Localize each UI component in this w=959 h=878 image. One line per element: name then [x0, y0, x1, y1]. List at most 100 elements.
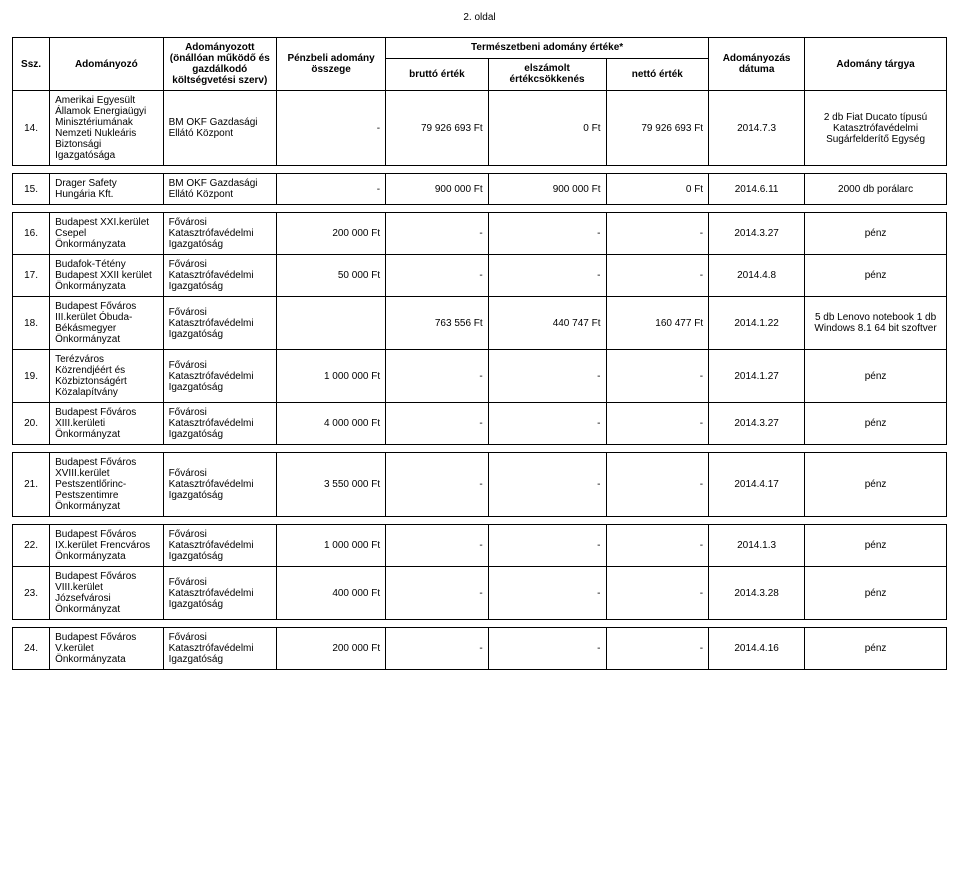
- cell-adomanyozott: Fővárosi Katasztrófavédelmi Igazgatóság: [163, 350, 276, 403]
- cell-adomanyozo: Budapest Főváros XVIII.kerület Pestszent…: [50, 453, 163, 517]
- cell-penz: [277, 297, 386, 350]
- cell-adomanyozo: Amerikai Egyesült Államok Energiaügyi Mi…: [50, 91, 163, 166]
- cell-penz: -: [277, 174, 386, 205]
- cell-adomanyozo: Budapest Főváros V.kerület Önkormányzata: [50, 628, 163, 670]
- cell-elszamolt: -: [488, 525, 606, 567]
- cell-elszamolt: -: [488, 628, 606, 670]
- cell-adomanyozo: Budapest Főváros XIII.kerületi Önkormány…: [50, 403, 163, 445]
- cell-brutto: -: [386, 213, 489, 255]
- cell-datum: 2014.4.16: [709, 628, 805, 670]
- cell-targy: pénz: [805, 350, 947, 403]
- cell-penz: 50 000 Ft: [277, 255, 386, 297]
- cell-targy: pénz: [805, 403, 947, 445]
- cell-ssz: 24.: [13, 628, 50, 670]
- cell-elszamolt: -: [488, 255, 606, 297]
- cell-datum: 2014.3.27: [709, 403, 805, 445]
- cell-datum: 2014.6.11: [709, 174, 805, 205]
- table-row: 24.Budapest Főváros V.kerület Önkormányz…: [13, 628, 947, 670]
- cell-penz: 200 000 Ft: [277, 628, 386, 670]
- cell-ssz: 17.: [13, 255, 50, 297]
- cell-adomanyozo: Budapest Főváros IX.kerület Frencváros Ö…: [50, 525, 163, 567]
- cell-adomanyozott: Fővárosi Katasztrófavédelmi Igazgatóság: [163, 628, 276, 670]
- cell-datum: 2014.7.3: [709, 91, 805, 166]
- cell-ssz: 20.: [13, 403, 50, 445]
- cell-elszamolt: 440 747 Ft: [488, 297, 606, 350]
- cell-datum: 2014.1.3: [709, 525, 805, 567]
- cell-netto: -: [606, 255, 709, 297]
- cell-netto: -: [606, 567, 709, 620]
- cell-elszamolt: 900 000 Ft: [488, 174, 606, 205]
- cell-elszamolt: -: [488, 403, 606, 445]
- cell-targy: pénz: [805, 628, 947, 670]
- col-adomanyozo: Adományozó: [50, 38, 163, 91]
- donations-table: Ssz. Adományozó Adományozott (önállóan m…: [12, 37, 947, 670]
- cell-netto: -: [606, 628, 709, 670]
- cell-ssz: 14.: [13, 91, 50, 166]
- col-brutto: bruttó érték: [386, 58, 489, 90]
- cell-targy: 5 db Lenovo notebook 1 db Windows 8.1 64…: [805, 297, 947, 350]
- cell-ssz: 23.: [13, 567, 50, 620]
- col-elszamolt: elszámolt értékcsökkenés: [488, 58, 606, 90]
- cell-brutto: -: [386, 255, 489, 297]
- col-datum: Adományozás dátuma: [709, 38, 805, 91]
- cell-adomanyozo: Budapest XXI.kerület Csepel Önkormányzat…: [50, 213, 163, 255]
- cell-elszamolt: -: [488, 213, 606, 255]
- cell-adomanyozott: Fővárosi Katasztrófavédelmi Igazgatóság: [163, 567, 276, 620]
- table-row: 15.Drager Safety Hungária Kft.BM OKF Gaz…: [13, 174, 947, 205]
- cell-penz: 200 000 Ft: [277, 213, 386, 255]
- cell-brutto: -: [386, 453, 489, 517]
- cell-penz: 400 000 Ft: [277, 567, 386, 620]
- table-head: Ssz. Adományozó Adományozott (önállóan m…: [13, 38, 947, 91]
- cell-adomanyozott: Fővárosi Katasztrófavédelmi Igazgatóság: [163, 255, 276, 297]
- cell-penz: 1 000 000 Ft: [277, 350, 386, 403]
- cell-netto: 0 Ft: [606, 174, 709, 205]
- cell-netto: -: [606, 525, 709, 567]
- cell-targy: pénz: [805, 255, 947, 297]
- table-row: 18.Budapest Főváros III.kerület Óbuda-Bé…: [13, 297, 947, 350]
- cell-elszamolt: -: [488, 567, 606, 620]
- separator-row: [13, 620, 947, 628]
- cell-brutto: 79 926 693 Ft: [386, 91, 489, 166]
- table-row: 17.Budafok-Tétény Budapest XXII kerület …: [13, 255, 947, 297]
- cell-penz: 4 000 000 Ft: [277, 403, 386, 445]
- cell-ssz: 21.: [13, 453, 50, 517]
- cell-brutto: -: [386, 567, 489, 620]
- separator-row: [13, 445, 947, 453]
- cell-elszamolt: -: [488, 453, 606, 517]
- cell-adomanyozott: Fővárosi Katasztrófavédelmi Igazgatóság: [163, 525, 276, 567]
- cell-netto: -: [606, 453, 709, 517]
- cell-adomanyozott: Fővárosi Katasztrófavédelmi Igazgatóság: [163, 453, 276, 517]
- cell-ssz: 22.: [13, 525, 50, 567]
- cell-brutto: -: [386, 525, 489, 567]
- table-body: 14.Amerikai Egyesült Államok Energiaügyi…: [13, 91, 947, 670]
- cell-brutto: 763 556 Ft: [386, 297, 489, 350]
- cell-penz: 1 000 000 Ft: [277, 525, 386, 567]
- cell-netto: 79 926 693 Ft: [606, 91, 709, 166]
- cell-adomanyozott: BM OKF Gazdasági Ellátó Központ: [163, 174, 276, 205]
- cell-penz: 3 550 000 Ft: [277, 453, 386, 517]
- col-ssz: Ssz.: [13, 38, 50, 91]
- cell-adomanyozott: BM OKF Gazdasági Ellátó Központ: [163, 91, 276, 166]
- cell-brutto: -: [386, 350, 489, 403]
- cell-ssz: 16.: [13, 213, 50, 255]
- table-row: 16.Budapest XXI.kerület Csepel Önkormány…: [13, 213, 947, 255]
- separator-row: [13, 205, 947, 213]
- separator-row: [13, 517, 947, 525]
- cell-elszamolt: -: [488, 350, 606, 403]
- cell-adomanyozo: Drager Safety Hungária Kft.: [50, 174, 163, 205]
- cell-targy: 2 db Fiat Ducato típusú Katasztrófavédel…: [805, 91, 947, 166]
- cell-adomanyozott: Fővárosi Katasztrófavédelmi Igazgatóság: [163, 213, 276, 255]
- cell-datum: 2014.4.17: [709, 453, 805, 517]
- cell-adomanyozo: Budafok-Tétény Budapest XXII kerület Önk…: [50, 255, 163, 297]
- cell-ssz: 15.: [13, 174, 50, 205]
- cell-adomanyozo: Budapest Főváros VIII.kerület Józsefváro…: [50, 567, 163, 620]
- cell-brutto: 900 000 Ft: [386, 174, 489, 205]
- col-penzbeli: Pénzbeli adomány összege: [277, 38, 386, 91]
- col-targy: Adomány tárgya: [805, 38, 947, 91]
- page-number: 2. oldal: [12, 12, 947, 23]
- cell-netto: -: [606, 213, 709, 255]
- cell-elszamolt: 0 Ft: [488, 91, 606, 166]
- table-row: 22.Budapest Főváros IX.kerület Frencváro…: [13, 525, 947, 567]
- cell-targy: pénz: [805, 567, 947, 620]
- cell-penz: -: [277, 91, 386, 166]
